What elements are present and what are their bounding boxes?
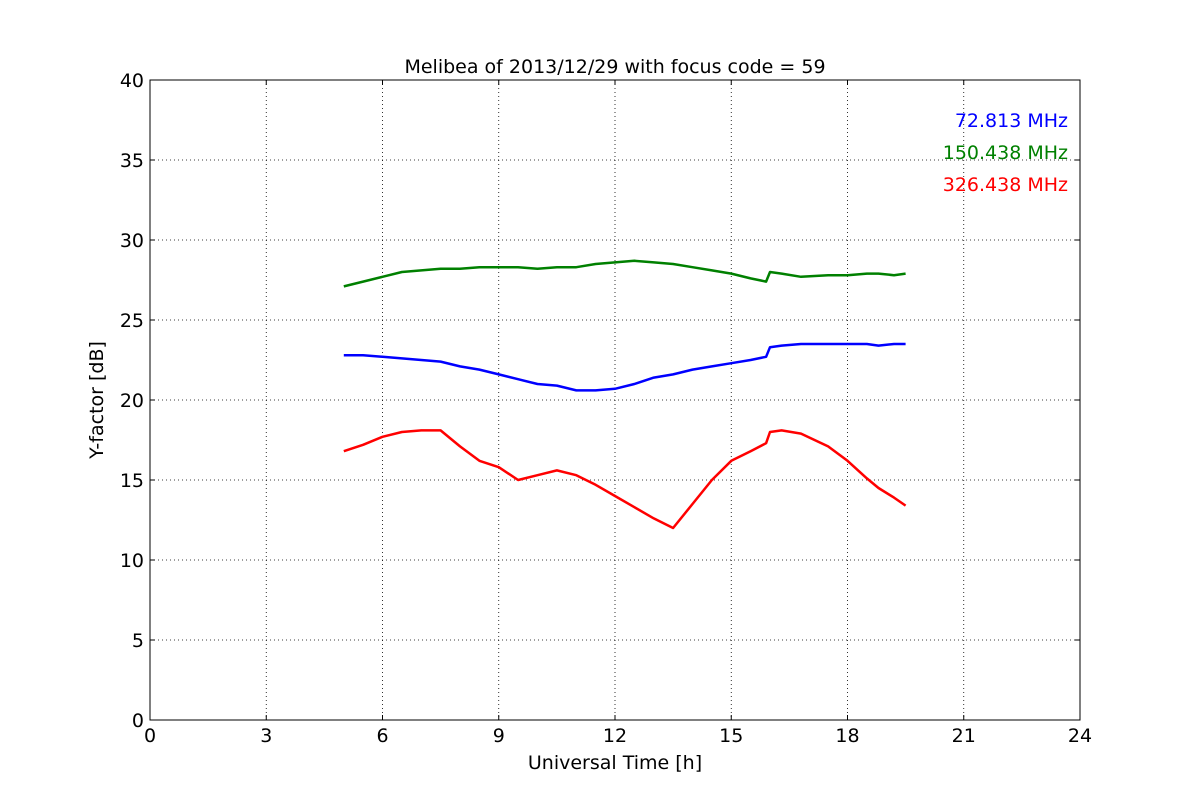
- series-line-1: [343, 342, 906, 392]
- y-tick-label: 20: [120, 390, 144, 412]
- series-line-2: [343, 259, 906, 288]
- y-tick-label: 35: [120, 150, 144, 172]
- series-lines: [343, 259, 907, 530]
- legend: 72.813 MHz 150.438 MHz 326.438 MHz: [943, 110, 1068, 196]
- x-tick-label: 3: [260, 725, 272, 747]
- x-axis-label: Universal Time [h]: [528, 752, 702, 774]
- x-tick-label: 18: [835, 725, 859, 747]
- x-tick-label: 15: [719, 725, 743, 747]
- y-tick-label: 40: [120, 70, 144, 92]
- y-axis-label: Y-factor [dB]: [86, 341, 108, 460]
- series-line-3: [343, 429, 907, 530]
- x-tick-label: 6: [376, 725, 388, 747]
- axis-ticks: 0 3 6 9 12 15 18 21 24 0 5 10 15 20 25 30 35 40: [120, 70, 1092, 747]
- y-tick-label: 25: [120, 310, 144, 332]
- y-tick-label: 5: [132, 630, 144, 652]
- x-tick-label: 21: [952, 725, 976, 747]
- legend-label-3: 326.438 MHz: [943, 174, 1068, 196]
- y-tick-label: 30: [120, 230, 144, 252]
- grid-lines: [150, 80, 1080, 720]
- x-tick-label: 24: [1068, 725, 1092, 747]
- y-tick-label: 10: [120, 550, 144, 572]
- x-tick-label: 12: [603, 725, 627, 747]
- y-tick-label: 15: [120, 470, 144, 492]
- chart-title: Melibea of 2013/12/29 with focus code = …: [404, 56, 825, 78]
- x-tick-label: 0: [144, 725, 156, 747]
- legend-label-2: 150.438 MHz: [943, 142, 1068, 164]
- y-tick-label: 0: [132, 710, 144, 732]
- legend-label-1: 72.813 MHz: [955, 110, 1068, 132]
- x-tick-label: 9: [493, 725, 505, 747]
